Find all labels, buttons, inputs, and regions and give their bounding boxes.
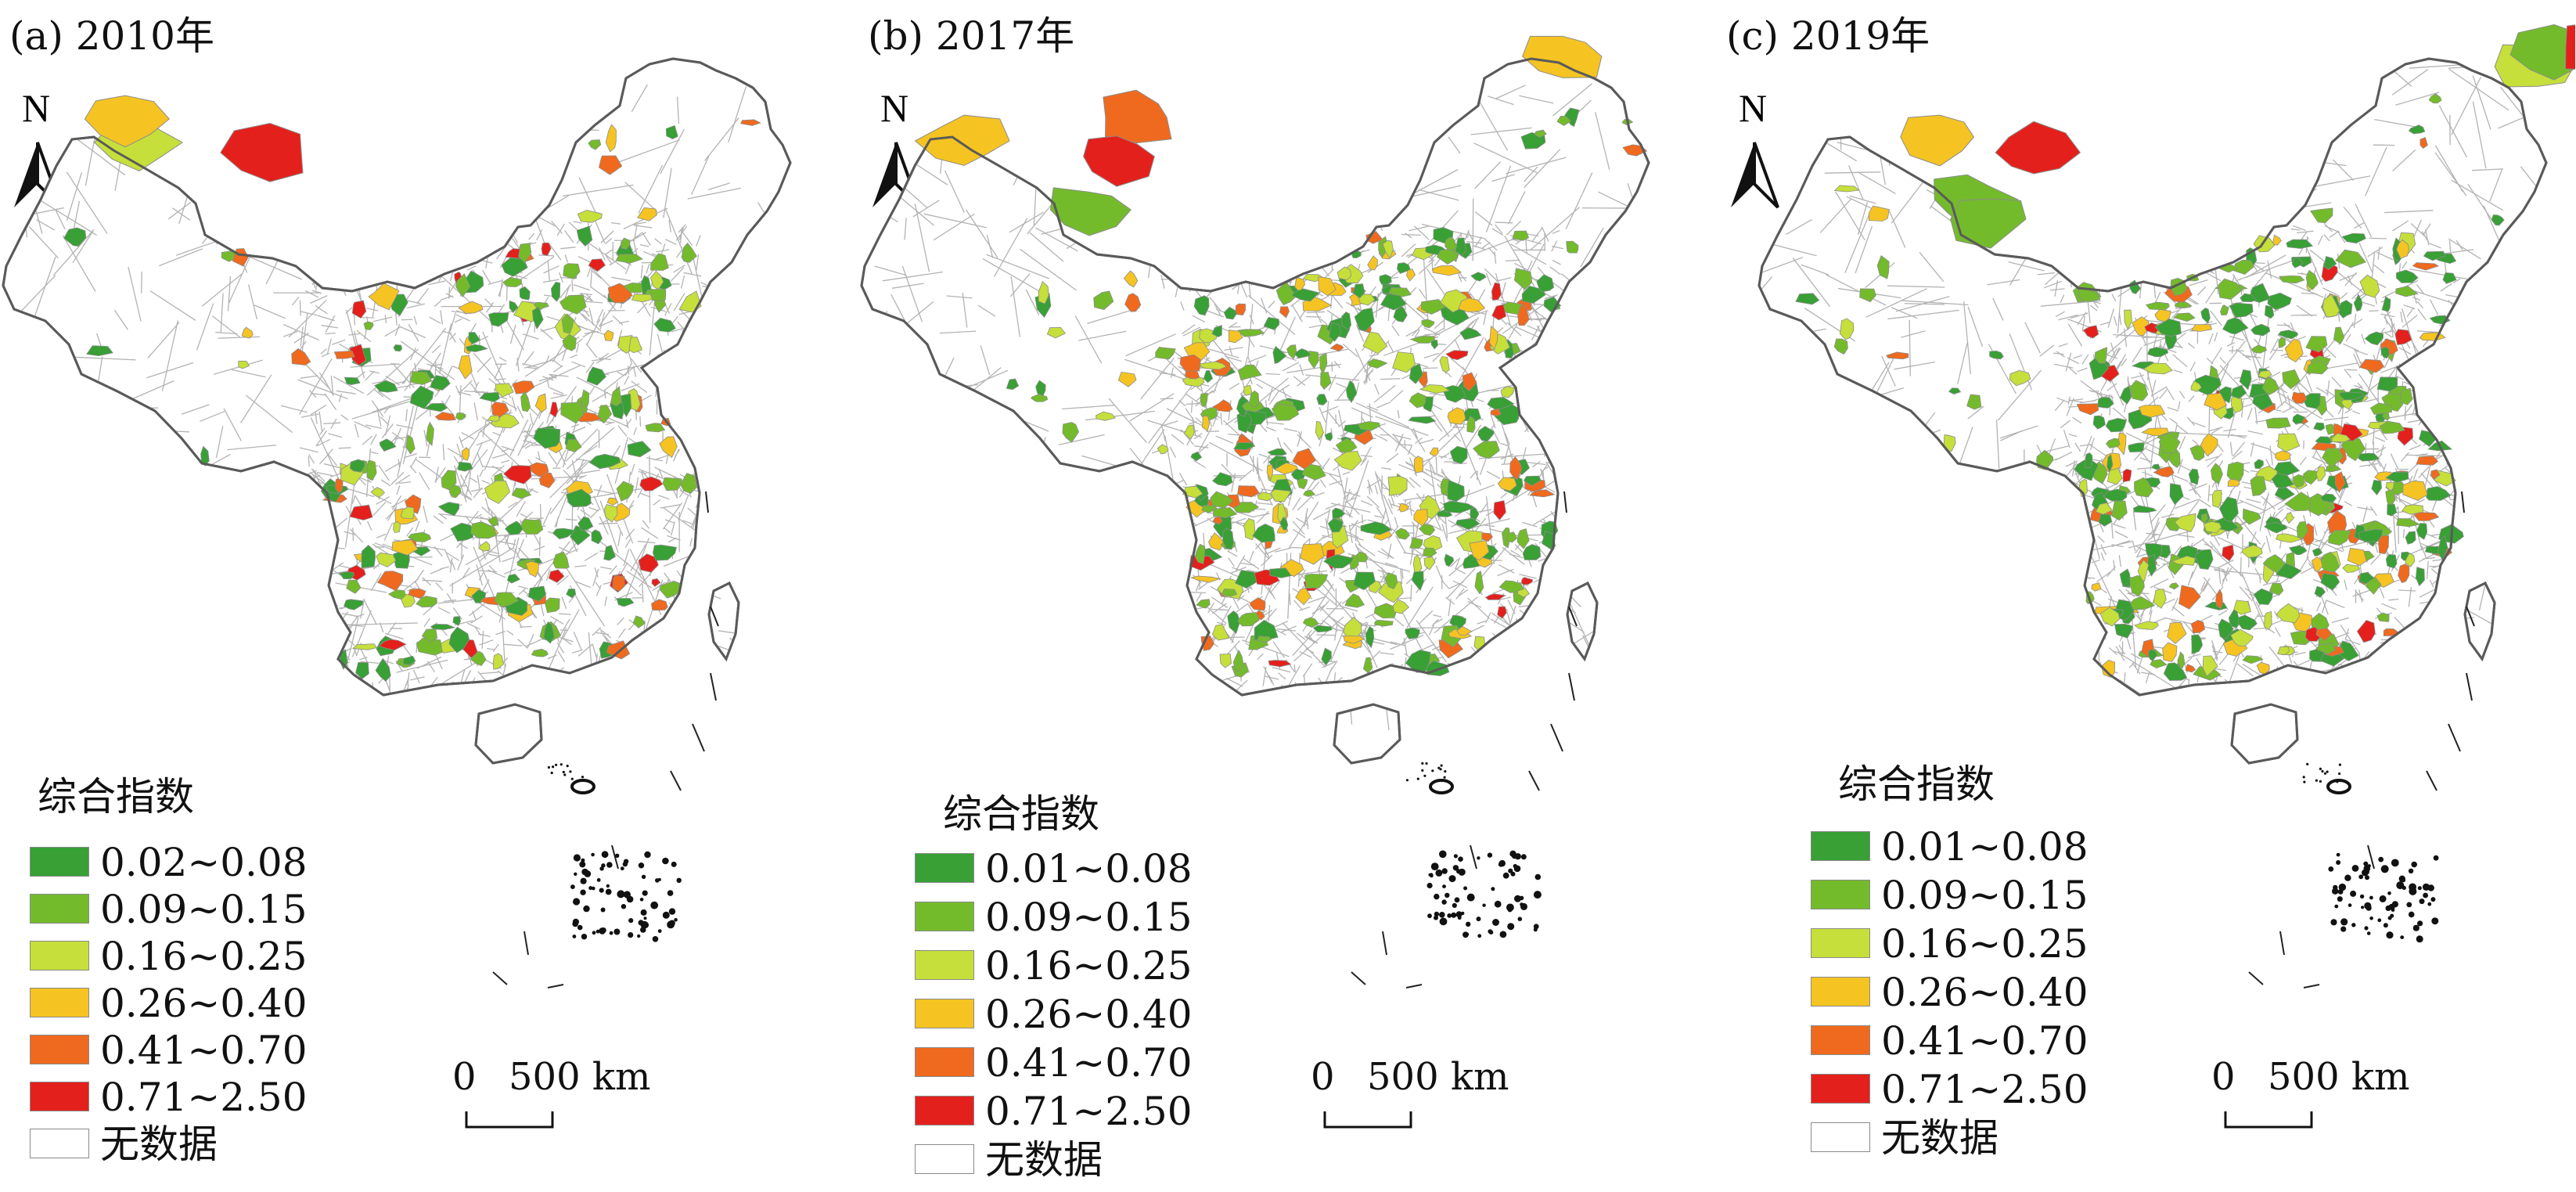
legend-swatch [1811,1074,1870,1104]
scale-bar-zero: 0 [1311,1055,1335,1099]
map-canvas: N [2,57,792,1129]
legend-swatch [1811,1122,1870,1152]
legend-swatch [915,950,974,980]
legend-label: 0.26~0.40 [985,992,1193,1037]
map-panel-2010: N (a) 2010年 综合指数 0.02~0.08 0.09~0.15 0.1… [0,0,858,1192]
legend-label: 0.02~0.08 [100,840,308,885]
legend-swatch [1811,880,1870,909]
panel-title: (c) 2019年 [1726,13,1930,59]
legend-label: 无数据 [100,1122,218,1167]
legend-swatch [30,988,89,1017]
south-china-sea-islands [492,491,719,989]
map-canvas: N [1731,23,2575,1129]
legend-swatch [30,1129,89,1158]
legend-swatch [915,1096,974,1125]
legend-swatch [915,1144,974,1174]
north-arrow-icon: N [1731,86,1779,209]
legend-label: 0.41~0.70 [1881,1018,2089,1064]
scale-bar [1323,1111,1412,1129]
scale-bar [465,1111,554,1129]
legend-title: 综合指数 [943,791,1099,837]
legend-label: 0.41~0.70 [985,1040,1193,1086]
county-patches [914,35,1648,678]
scale-bar-zero: 0 [2211,1055,2236,1099]
legend-title: 综合指数 [38,774,194,819]
legend-label: 无数据 [1881,1115,1999,1161]
legend-label: 0.16~0.25 [985,943,1193,989]
legend-label: 0.09~0.15 [985,895,1193,940]
scale-bar-length: 500 km [509,1055,651,1099]
north-label: N [22,86,50,130]
legend-label: 0.41~0.70 [100,1028,308,1073]
legend-label: 0.71~2.50 [1881,1067,2089,1112]
legend-label: 0.16~0.25 [100,934,308,979]
legend-swatch [30,847,89,877]
legend-swatch [30,941,89,971]
scale-bar-length: 500 km [1367,1055,1509,1099]
legend-label: 0.26~0.40 [100,981,308,1026]
scale-bar [2224,1111,2313,1129]
south-china-sea-islands [1351,491,1578,989]
china-outline [2,57,792,765]
legend-swatch [30,1082,89,1111]
map-panel-2017: N (b) 2017年 综合指数 0.01~0.08 0.09~0.15 0.1… [858,0,1717,1192]
legend-label: 0.71~2.50 [100,1075,308,1120]
scale-bar-zero: 0 [452,1055,477,1099]
legend-swatch [915,853,974,883]
legend-swatch [1811,928,1870,958]
north-label: N [1739,86,1767,130]
map-canvas: N [860,35,1650,1129]
legend-label: 无数据 [985,1137,1103,1183]
scale-bar-length: 500 km [2268,1055,2410,1099]
county-patches [1795,23,2575,682]
legend-label: 0.71~2.50 [985,1089,1193,1134]
legend-label: 0.01~0.08 [985,846,1193,891]
map-panel-2019: N (c) 2019年 综合指数 0.01~0.08 0.09~0.15 0.1… [1717,0,2575,1192]
legend-label: 0.26~0.40 [1881,970,2089,1015]
panel-title: (a) 2010年 [9,13,214,59]
county-patches [63,95,762,682]
legend-swatch [1811,977,1870,1007]
legend-swatch [1811,831,1870,861]
legend-title: 综合指数 [1838,762,1995,807]
legend-label: 0.09~0.15 [1881,873,2089,918]
legend-swatch [915,1047,974,1077]
legend-swatch [30,894,89,924]
legend-swatch [1811,1025,1870,1055]
legend-label: 0.01~0.08 [1881,824,2089,870]
south-china-sea-islands [2248,491,2475,989]
north-label: N [880,86,908,130]
legend-label: 0.09~0.15 [100,887,308,932]
legend-label: 0.16~0.25 [1881,921,2089,967]
legend-swatch [915,999,974,1028]
legend-swatch [30,1035,89,1064]
legend-swatch [915,902,974,931]
panel-title: (b) 2017年 [868,13,1075,59]
